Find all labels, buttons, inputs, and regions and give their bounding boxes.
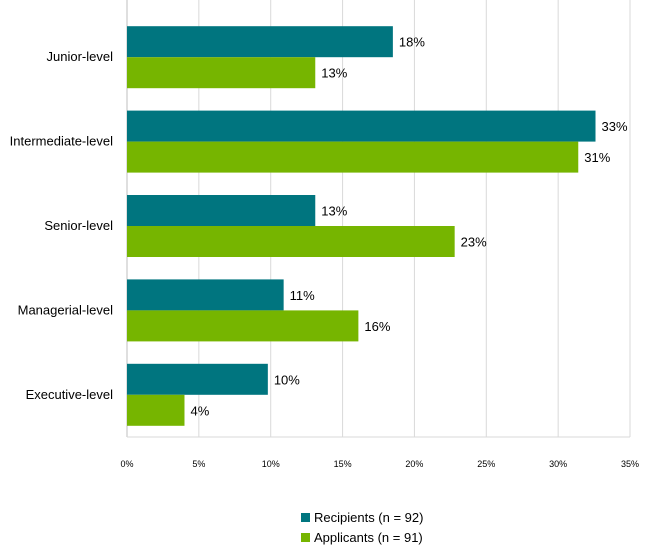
legend-label: Recipients (n = 92): [314, 510, 423, 525]
x-tick-label: 10%: [262, 459, 280, 469]
x-tick-label: 35%: [621, 459, 639, 469]
data-label: 33%: [602, 119, 628, 134]
bar-applicants: [127, 310, 359, 342]
data-label: 31%: [584, 150, 610, 165]
bar-recipients: [127, 279, 284, 311]
data-label: 4%: [190, 403, 209, 418]
bar-recipients: [127, 26, 393, 58]
data-label: 11%: [290, 288, 315, 303]
category-label: Executive-level: [26, 387, 114, 402]
bar-applicants: [127, 141, 579, 173]
x-tick-label: 25%: [477, 459, 495, 469]
bar-recipients: [127, 110, 596, 142]
legend-swatch-recipients: [301, 513, 310, 522]
data-label: 23%: [461, 235, 487, 250]
category-label: Managerial-level: [18, 302, 113, 317]
bar-applicants: [127, 57, 316, 89]
bar-recipients: [127, 195, 316, 226]
x-tick-label: 30%: [549, 459, 567, 469]
data-label: 18%: [399, 35, 425, 50]
x-tick-label: 20%: [405, 459, 423, 469]
x-tick-label: 15%: [334, 459, 352, 469]
data-label: 10%: [274, 372, 300, 387]
legend-swatch-applicants: [301, 533, 310, 542]
category-label: Junior-level: [47, 49, 114, 64]
bar-recipients: [127, 363, 268, 395]
x-tick-label: 5%: [192, 459, 205, 469]
bar-applicants: [127, 394, 185, 426]
data-label: 16%: [364, 319, 390, 334]
category-label: Intermediate-level: [10, 134, 113, 149]
x-tick-label: 0%: [120, 459, 133, 469]
data-label: 13%: [321, 204, 347, 219]
legend-label: Applicants (n = 91): [314, 530, 423, 545]
bar-applicants: [127, 226, 455, 257]
category-label: Senior-level: [44, 218, 113, 233]
data-label: 13%: [321, 66, 347, 81]
